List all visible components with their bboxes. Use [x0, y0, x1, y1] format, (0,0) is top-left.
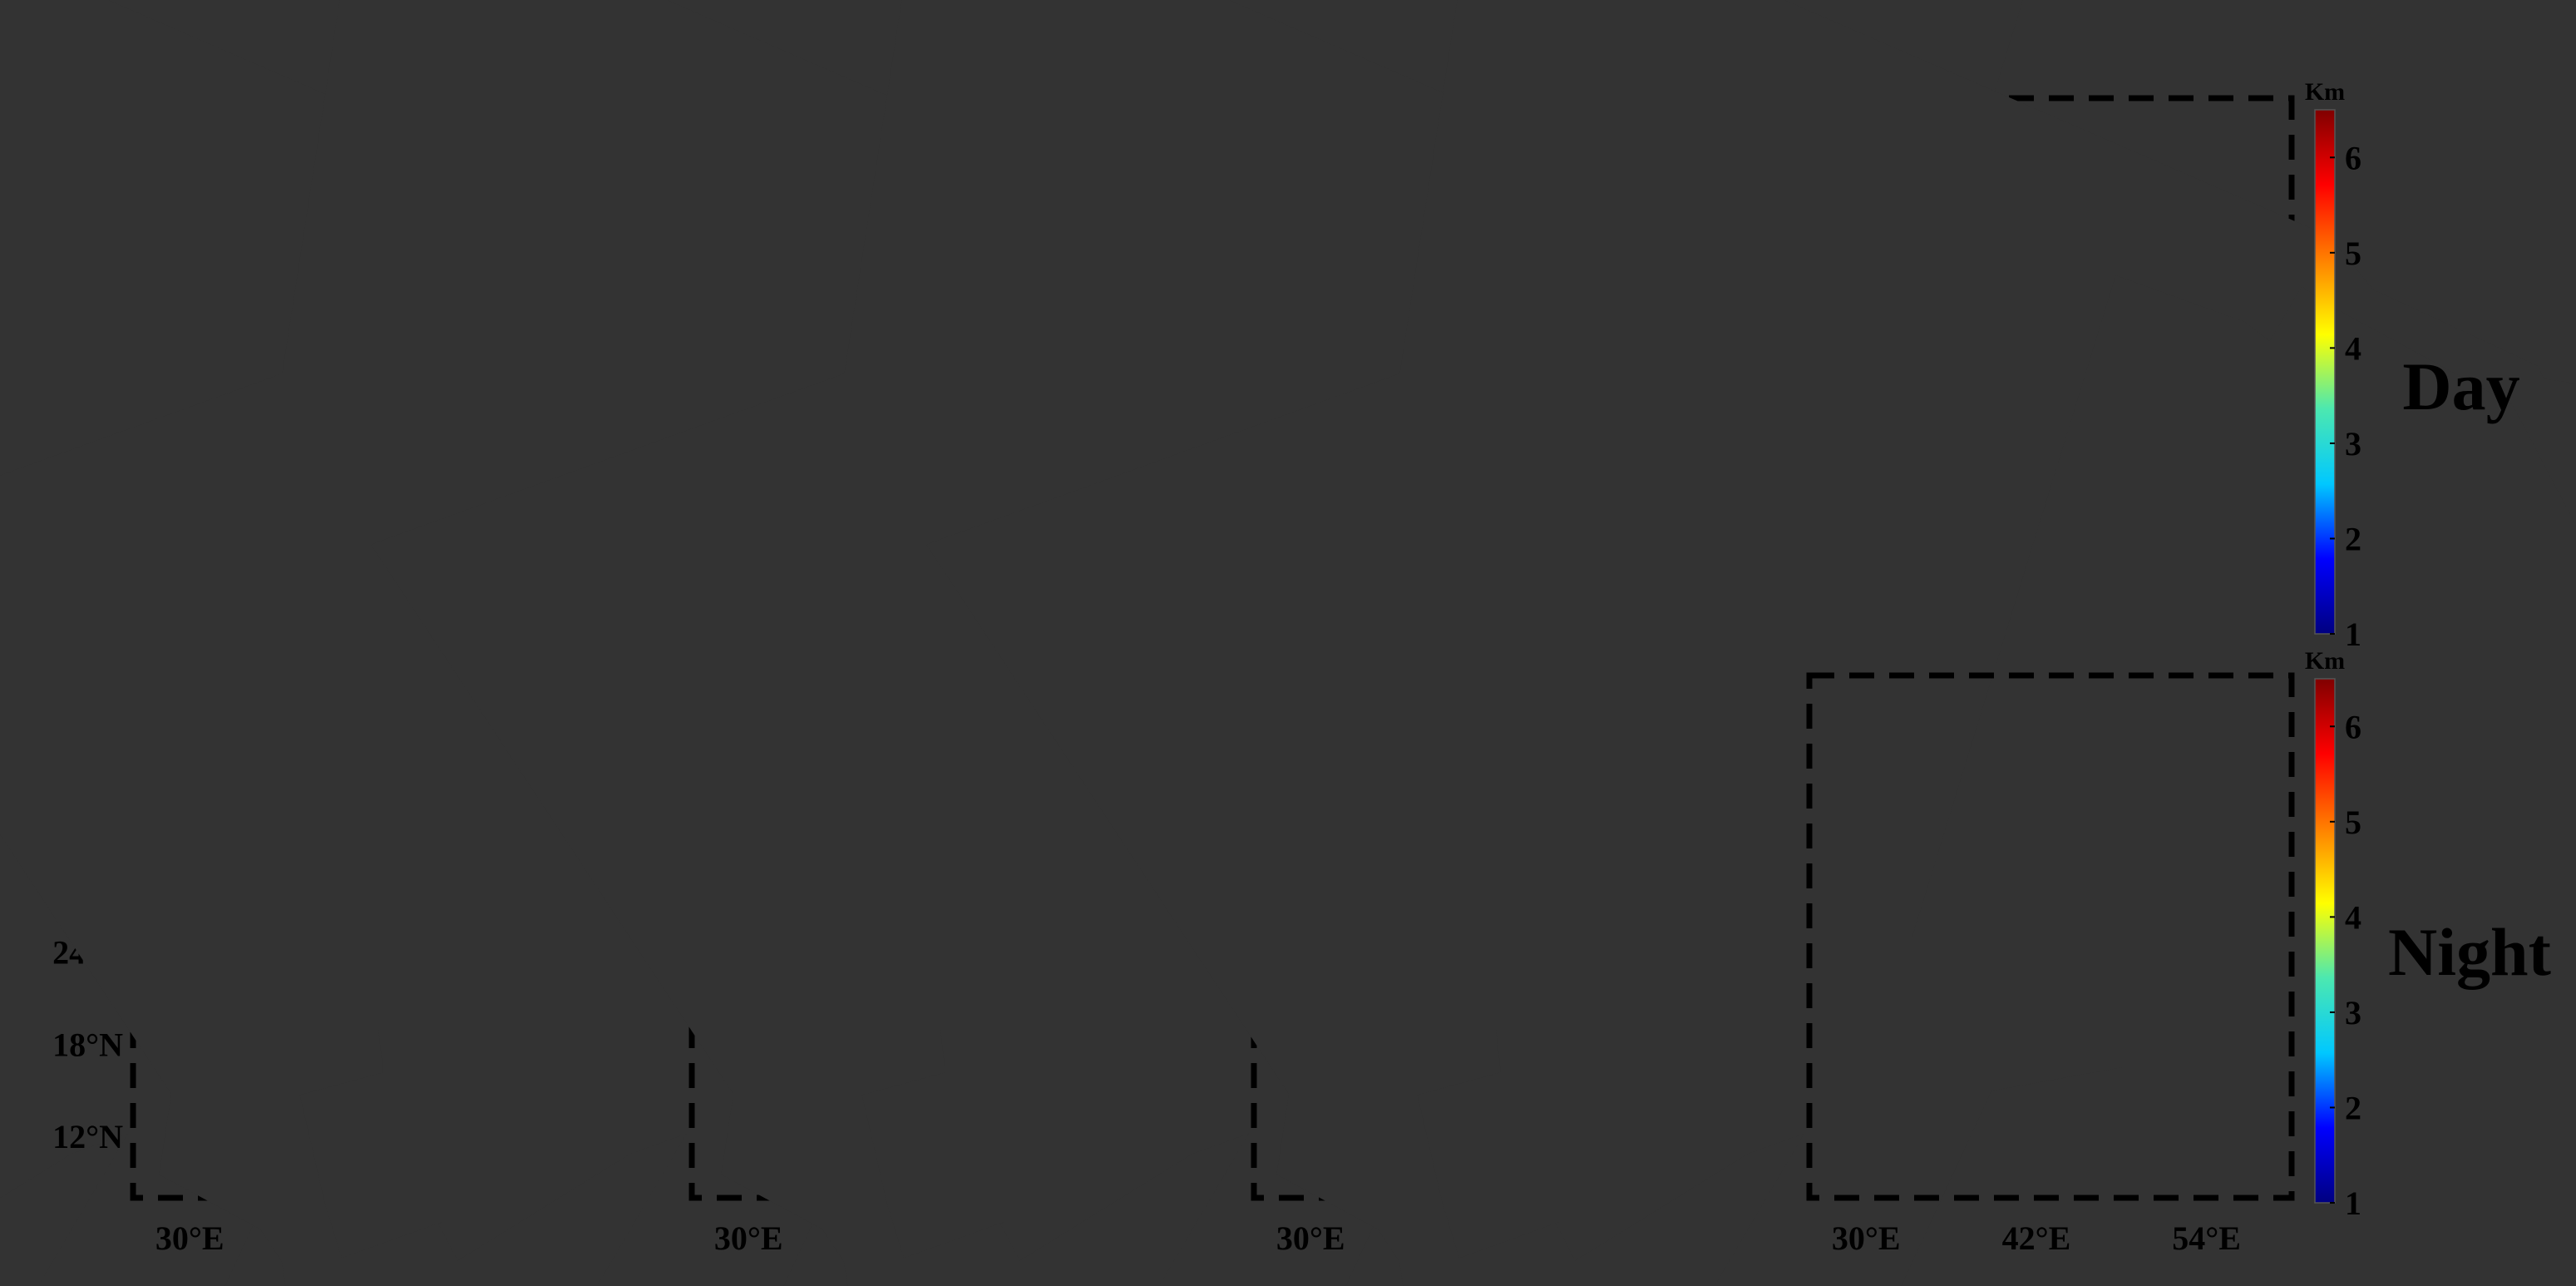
colorbar-tick-label: 1	[2345, 1185, 2361, 1222]
lon-tick-label: 30°E	[714, 1219, 783, 1257]
colorbar-tick-label: 4	[2345, 898, 2361, 936]
map-frame	[1806, 672, 2295, 1201]
colorbar-tick-label: 6	[2345, 139, 2361, 176]
colorbar-night: Km 6 5 4 3 2 1	[2305, 647, 2361, 1222]
lat-tick-label: 36°N	[52, 749, 123, 787]
lon-tick-label: 42°E	[2002, 1219, 2071, 1257]
colorbar-tick-label: 2	[2345, 520, 2361, 557]
colorbar-tick-label: 1	[2345, 616, 2361, 653]
colorbar-tick-label: 3	[2345, 994, 2361, 1031]
lat-tick-label: 24°N	[52, 933, 123, 971]
colorbar-tick-label: 6	[2345, 708, 2361, 745]
lat-tick-label: 12°N	[52, 1118, 123, 1155]
colorbar-tick-label: 4	[2345, 329, 2361, 367]
colorbar-gradient	[2314, 678, 2336, 1204]
colorbar-tick-label: 2	[2345, 1089, 2361, 1126]
colorbar-tick-label: 3	[2345, 425, 2361, 462]
row-label-night: Night	[2388, 914, 2551, 990]
colorbar-day: Km 6 5 4 3 2 1	[2305, 78, 2361, 653]
lon-tick-label: 30°E	[1832, 1219, 1901, 1257]
lon-tick-label: 30°E	[1276, 1219, 1345, 1257]
row-label-day: Day	[2402, 349, 2519, 424]
colorbar-tick-label: 5	[2345, 235, 2361, 272]
map-panel-winter-night: 30°E 42°E 54°E	[1809, 675, 2292, 1257]
lon-tick-label: 54°E	[2172, 1219, 2241, 1257]
region-boundary	[1925, 838, 2104, 1083]
lon-tick-label: 30°E	[155, 1219, 225, 1257]
colorbar-gradient	[2314, 109, 2336, 635]
colorbar-unit: Km	[2305, 78, 2345, 106]
lat-tick-label: 18°N	[52, 1026, 123, 1063]
colorbar-unit: Km	[2305, 647, 2345, 675]
colorbar-tick-label: 5	[2345, 804, 2361, 841]
lat-tick-label: 30°N	[52, 842, 123, 879]
